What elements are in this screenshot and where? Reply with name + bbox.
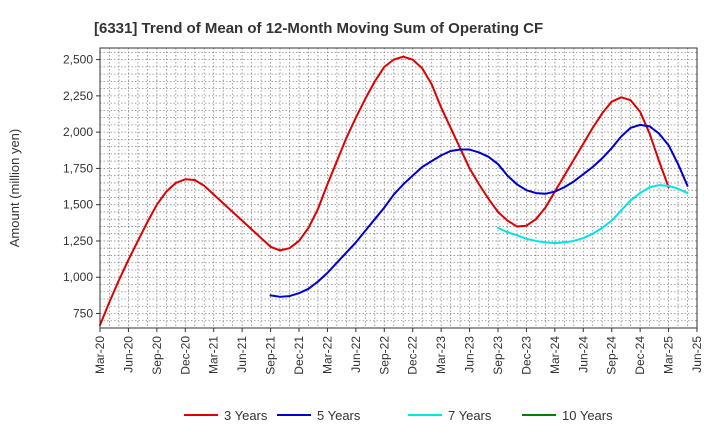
y-tick-label: 1,500 — [63, 198, 93, 212]
chart-title: [6331] Trend of Mean of 12-Month Moving … — [94, 20, 543, 37]
x-tick-label: Mar-22 — [320, 336, 334, 374]
x-tick-label: Dec-24 — [633, 336, 647, 375]
grid — [100, 48, 697, 329]
y-tick-label: 2,000 — [63, 125, 93, 139]
y-tick-label: 1,750 — [63, 161, 93, 175]
x-tick-label: Dec-21 — [292, 336, 306, 375]
x-tick-label: Jun-23 — [463, 336, 477, 373]
legend-label: 3 Years — [224, 408, 268, 423]
legend-label: 5 Years — [317, 408, 361, 423]
x-tick-label: Dec-23 — [519, 336, 533, 375]
x-tick-label: Mar-23 — [434, 336, 448, 374]
x-tick-label: Dec-20 — [178, 336, 192, 375]
x-tick-label: Mar-24 — [548, 336, 562, 374]
series-line-5-years — [269, 123, 689, 298]
x-tick-label: Sep-21 — [264, 336, 278, 375]
y-tick-label: 1,250 — [63, 234, 93, 248]
x-tick-label: Mar-21 — [207, 336, 221, 374]
x-tick-label: Jun-25 — [690, 336, 704, 373]
x-tick-label: Jun-24 — [576, 336, 590, 373]
x-tick-label: Dec-22 — [406, 336, 420, 375]
y-tick-label: 750 — [73, 306, 93, 320]
y-axis-title: Amount (million yen) — [7, 129, 22, 248]
x-axis-ticks: Mar-20 Jun-20 Sep-20 Dec-20 Mar-21 Jun-21 Sep-… — [93, 328, 704, 375]
series-line-7-years — [497, 184, 689, 245]
legend-label: 7 Years — [448, 408, 492, 423]
x-tick-label: Mar-25 — [662, 336, 676, 374]
x-tick-label: Mar-20 — [93, 336, 107, 374]
y-tick-label: 1,000 — [63, 270, 93, 284]
x-tick-label: Sep-24 — [605, 336, 619, 375]
x-tick-label: Jun-22 — [349, 336, 363, 373]
x-tick-label: Jun-20 — [121, 336, 135, 373]
x-tick-label: Sep-20 — [150, 336, 164, 375]
y-tick-label: 2,250 — [63, 89, 93, 103]
y-axis-ticks: 750 1,000 1,250 1,500 1,750 2,000 2,250 2,500 — [63, 53, 100, 320]
series-line-3-years — [99, 55, 670, 327]
legend-label: 10 Years — [562, 408, 613, 423]
x-tick-label: Jun-21 — [235, 336, 249, 373]
legend: 3 Years 5 Years 7 Years 10 Years — [184, 408, 613, 423]
series-lines — [99, 55, 689, 327]
plot-frame — [99, 47, 698, 329]
y-tick-label: 2,500 — [63, 53, 93, 67]
x-tick-label: Sep-23 — [491, 336, 505, 375]
x-tick-label: Sep-22 — [377, 336, 391, 375]
